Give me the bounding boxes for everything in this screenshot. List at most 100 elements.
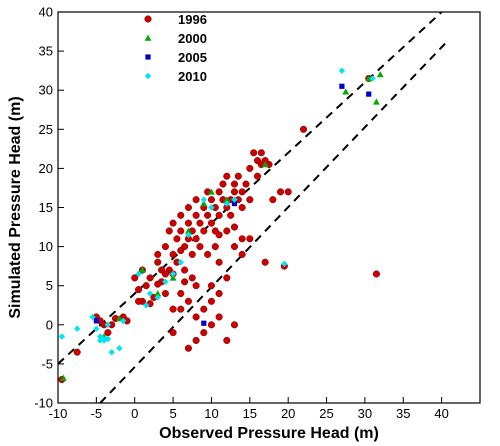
point-1996 <box>207 321 216 329</box>
point-1996 <box>165 227 173 235</box>
point-1996 <box>234 172 242 180</box>
point-1996 <box>154 258 162 266</box>
point-1996 <box>204 250 212 258</box>
point-2000 <box>59 374 67 381</box>
point-1996 <box>207 297 216 305</box>
point-1996 <box>181 243 189 251</box>
legend: 1996 2000 2005 2010 <box>144 12 207 84</box>
point-2010 <box>143 302 150 309</box>
point-1996 <box>219 180 227 188</box>
point-2005 <box>339 83 345 89</box>
point-1996 <box>188 250 196 258</box>
point-1996 <box>181 278 189 286</box>
point-2010 <box>185 231 192 239</box>
point-2010 <box>104 321 112 328</box>
point-2010 <box>177 259 184 266</box>
point-1996 <box>230 243 239 251</box>
point-1996 <box>238 188 246 196</box>
point-2010 <box>146 290 154 297</box>
point-1996 <box>269 196 277 204</box>
point-2010 <box>281 260 288 268</box>
point-1996 <box>196 219 204 227</box>
point-1996 <box>223 274 231 282</box>
point-2000 <box>373 98 380 105</box>
point-1996 <box>227 211 235 219</box>
point-1996 <box>223 227 231 235</box>
point-2000 <box>154 290 162 297</box>
point-1996 <box>177 227 185 235</box>
point-2010 <box>135 270 142 278</box>
point-1996 <box>299 125 308 133</box>
series-2010 <box>58 67 376 356</box>
point-2010 <box>104 335 112 343</box>
point-1996 <box>192 313 200 321</box>
legend-label-2000: 2000 <box>178 31 207 46</box>
point-2000 <box>200 200 208 207</box>
point-1996 <box>196 243 204 251</box>
point-1996 <box>184 203 192 212</box>
x-tick-label: -5 <box>91 406 103 421</box>
legend-label-2010: 2010 <box>178 69 207 84</box>
point-1996 <box>200 329 208 337</box>
point-1996 <box>192 211 200 219</box>
point-1996 <box>177 289 185 298</box>
point-1996 <box>207 282 216 290</box>
y-axis-label: Simulated Pressure Head (m) <box>7 96 24 318</box>
series-2005 <box>93 83 372 326</box>
point-2010 <box>223 200 230 207</box>
point-1996 <box>230 188 239 196</box>
point-1996 <box>372 270 380 278</box>
series-2000 <box>59 71 384 381</box>
point-1996 <box>257 149 265 157</box>
x-tick-label: 20 <box>281 406 295 421</box>
point-1996 <box>177 211 185 219</box>
reference-line-2 <box>99 42 447 403</box>
series-1996 <box>58 74 380 384</box>
point-1996 <box>223 172 231 180</box>
point-1996 <box>230 180 239 188</box>
point-1996 <box>211 243 219 251</box>
y-tick-label: 35 <box>39 44 53 59</box>
point-1996 <box>135 286 143 294</box>
point-1996 <box>215 231 223 239</box>
point-1996 <box>184 344 192 352</box>
point-2005 <box>231 200 238 207</box>
point-2005 <box>93 318 99 324</box>
point-2010 <box>93 325 100 332</box>
plot-frame <box>57 11 481 404</box>
x-tick-label: 35 <box>396 406 410 421</box>
y-tick-label: 15 <box>39 200 53 215</box>
reference-line-1 <box>58 12 443 365</box>
legend-marker-2005 <box>145 54 151 60</box>
point-2010 <box>73 325 81 332</box>
point-1996 <box>188 274 196 282</box>
x-tick-label: 0 <box>131 406 138 421</box>
point-1996 <box>223 336 231 344</box>
point-2000 <box>223 196 231 203</box>
point-2010 <box>208 204 215 211</box>
point-1996 <box>184 297 192 305</box>
point-1996 <box>161 289 169 298</box>
point-2000 <box>185 227 192 234</box>
point-2010 <box>89 313 96 321</box>
x-tick-label: 15 <box>243 406 257 421</box>
x-tick-label: 25 <box>319 406 333 421</box>
point-1996 <box>204 211 212 219</box>
y-tick-label: 25 <box>39 122 53 137</box>
point-1996 <box>215 258 223 266</box>
axis-ticks: -10 -5 0 5 10 15 20 25 30 35 40 -10 -5 0 5 10 15 20 25 30 35… <box>34 5 449 422</box>
point-1996 <box>250 149 258 157</box>
point-1996 <box>173 235 181 243</box>
point-2000 <box>342 88 350 95</box>
point-1996 <box>184 219 192 227</box>
point-1996 <box>73 348 81 356</box>
point-1996 <box>200 305 208 313</box>
point-2010 <box>116 345 123 352</box>
point-2000 <box>139 266 146 273</box>
point-1996 <box>238 250 246 258</box>
point-2010 <box>108 348 115 356</box>
legend-label-2005: 2005 <box>178 50 207 65</box>
x-tick-label: 5 <box>169 406 176 421</box>
point-2010 <box>120 317 127 325</box>
